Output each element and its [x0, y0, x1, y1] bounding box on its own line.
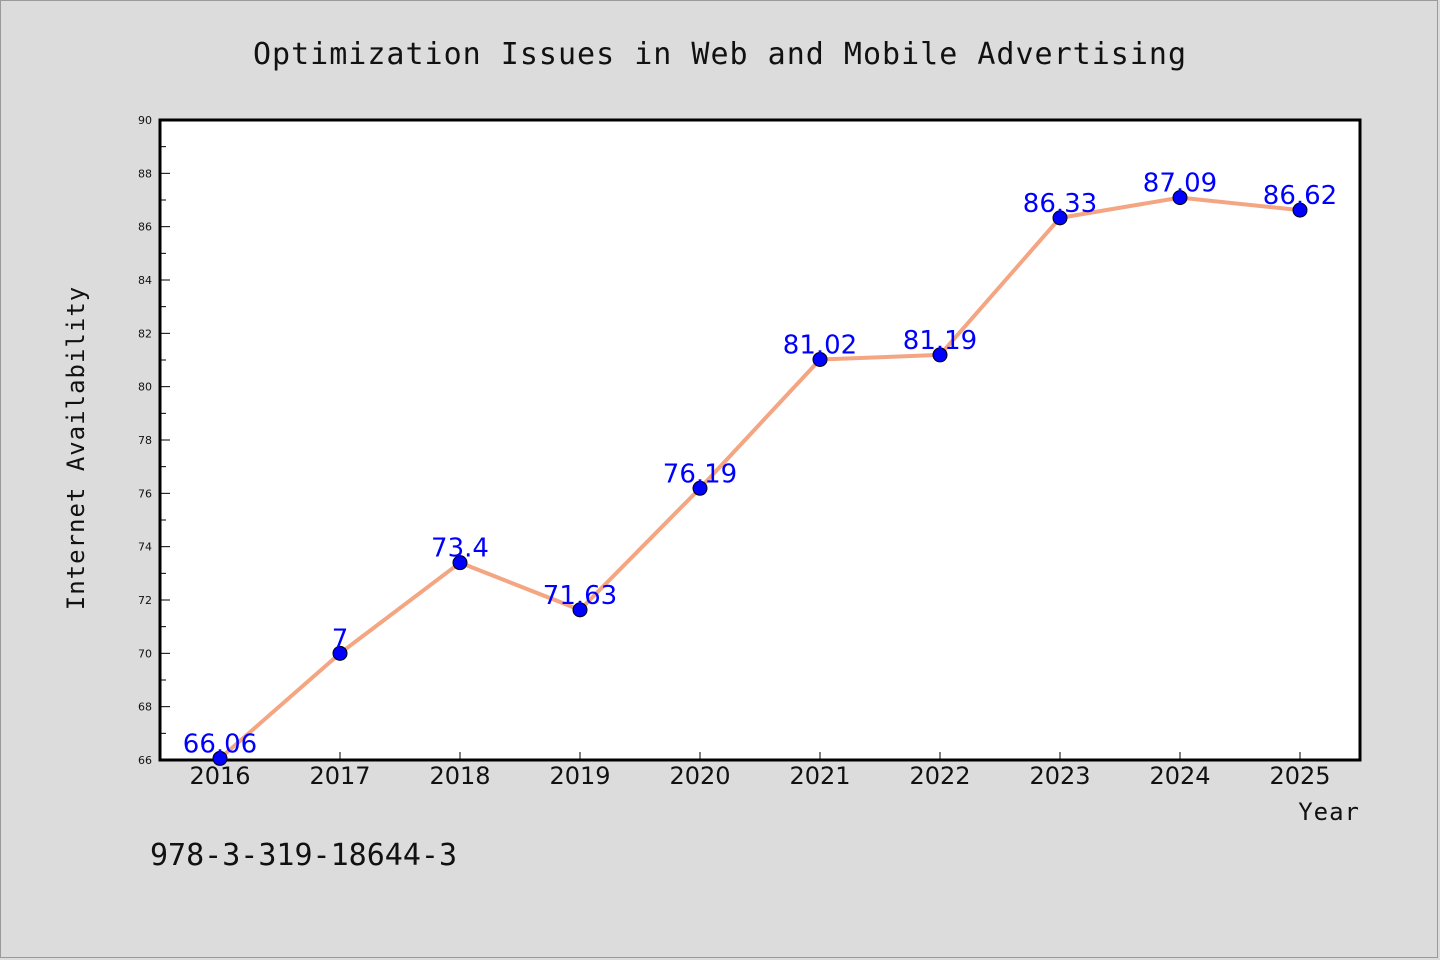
data-point — [572, 602, 588, 618]
y-tick-label: 72 — [138, 594, 152, 607]
data-label: 76.19 — [663, 459, 737, 489]
x-tick-label: 2021 — [789, 762, 850, 790]
data-point — [1052, 210, 1068, 226]
data-point — [692, 480, 708, 496]
y-tick-label: 78 — [138, 434, 152, 447]
y-axis-label: Internet Availability — [62, 286, 90, 610]
data-point — [812, 351, 828, 367]
data-point — [452, 555, 468, 571]
x-tick-label: 2024 — [1149, 762, 1210, 790]
x-tick-label: 2023 — [1029, 762, 1090, 790]
y-tick-label: 70 — [138, 647, 152, 660]
x-tick-label: 2017 — [309, 762, 370, 790]
chart-title: Optimization Issues in Web and Mobile Ad… — [253, 37, 1187, 72]
data-point — [1172, 190, 1188, 206]
data-point — [1292, 202, 1308, 218]
x-axis-ticks: 2016 2017 2018 2019 2020 2021 2022 2023 2024 2025 — [189, 752, 1331, 790]
plot-area — [158, 118, 1362, 762]
x-tick-label: 2019 — [549, 762, 610, 790]
y-tick-label: 82 — [138, 327, 152, 340]
data-label: 81.02 — [783, 330, 857, 360]
data-label: 73.4 — [431, 534, 489, 564]
data-label: 81.19 — [903, 326, 977, 356]
y-tick-label: 76 — [138, 487, 152, 500]
y-axis-ticks: 66 68 70 72 74 76 78 80 82 84 86 88 90 — [138, 114, 170, 767]
y-tick-label: 74 — [138, 541, 152, 554]
series-line-group — [218, 195, 1301, 760]
data-markers — [212, 190, 1308, 766]
series-line — [218, 195, 1301, 760]
y-tick-label: 90 — [138, 114, 152, 127]
data-point — [932, 347, 948, 363]
y-tick-label: 68 — [138, 701, 152, 714]
y-tick-label: 66 — [138, 754, 152, 767]
data-label: 86.62 — [1263, 181, 1337, 211]
y-tick-label: 86 — [138, 221, 152, 234]
x-tick-label: 2016 — [189, 762, 250, 790]
data-label: 66.06 — [183, 729, 257, 759]
x-tick-label: 2022 — [909, 762, 970, 790]
data-labels: 66.06 7 73.4 71.63 76.19 81.02 81.19 86.33 87.09… — [183, 169, 1337, 760]
y-tick-label: 88 — [138, 167, 152, 180]
x-tick-label: 2018 — [429, 762, 490, 790]
x-tick-label: 2025 — [1269, 762, 1330, 790]
data-label: 86.33 — [1023, 189, 1097, 219]
data-label: 87.09 — [1143, 169, 1217, 199]
y-tick-label: 80 — [138, 381, 152, 394]
data-point — [332, 645, 348, 661]
data-label: 71.63 — [543, 581, 617, 611]
x-axis-label: Year — [1298, 798, 1360, 826]
data-label: 7 — [332, 624, 349, 654]
x-tick-label: 2020 — [669, 762, 730, 790]
y-tick-label: 84 — [138, 274, 152, 287]
data-point — [212, 750, 228, 766]
isbn-annotation: 978-3-319-18644-3 — [150, 838, 457, 873]
